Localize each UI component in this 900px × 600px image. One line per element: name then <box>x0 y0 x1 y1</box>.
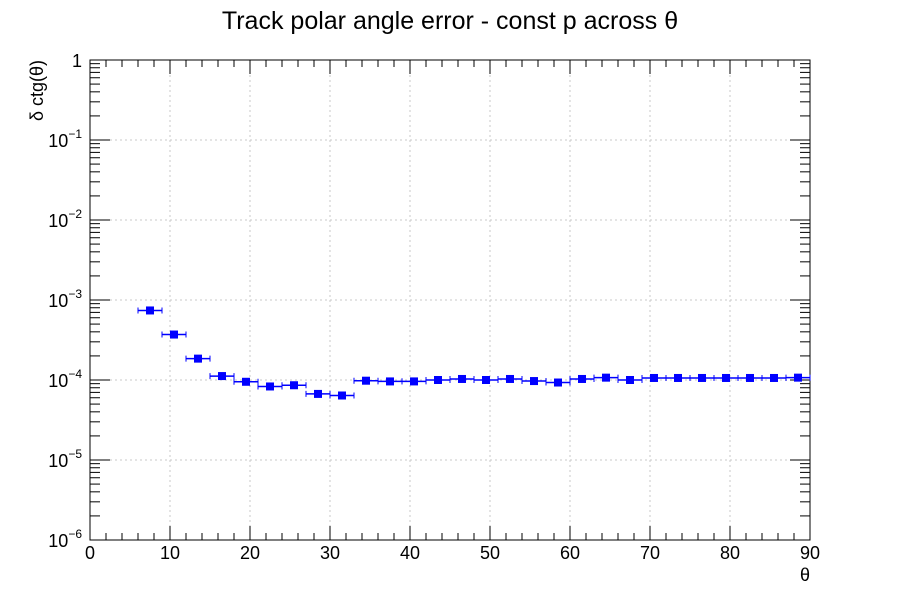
data-point <box>362 376 370 385</box>
data-point <box>242 377 250 386</box>
data-point <box>482 376 490 384</box>
x-axis-label: θ <box>800 565 810 585</box>
data-point <box>386 377 394 386</box>
data-point <box>458 374 466 383</box>
x-tick-label: 40 <box>400 543 420 563</box>
data-point <box>602 373 610 382</box>
data-point <box>698 373 706 382</box>
y-tick-label: 10−4 <box>48 367 82 391</box>
data-point <box>146 306 154 315</box>
data-point <box>194 354 202 363</box>
data-point <box>314 389 322 398</box>
data-point <box>266 382 274 391</box>
data-point <box>434 376 442 384</box>
x-tick-label: 80 <box>720 543 740 563</box>
data-point <box>674 373 682 382</box>
x-tick-label: 10 <box>160 543 180 563</box>
y-tick-label: 10−6 <box>48 527 82 551</box>
data-point <box>290 381 298 390</box>
y-tick-label: 10−2 <box>48 207 82 231</box>
y-tick-label: 10−3 <box>48 287 82 311</box>
data-point <box>530 377 538 386</box>
data-point <box>626 376 634 384</box>
data-point <box>170 330 178 339</box>
x-tick-label: 0 <box>85 543 95 563</box>
grid <box>90 60 810 540</box>
x-tick-label: 90 <box>800 543 820 563</box>
y-tick-label: 10−5 <box>48 447 82 471</box>
data-point <box>794 373 802 382</box>
chart-title: Track polar angle error - const p across… <box>222 7 678 35</box>
y-tick-label: 10−1 <box>48 127 82 151</box>
y-axis-label: δ ctg(θ) <box>27 60 47 121</box>
y-tick-label: 1 <box>72 51 82 71</box>
x-tick-label: 60 <box>560 543 580 563</box>
data-point <box>746 373 754 382</box>
data-point <box>578 374 586 383</box>
data-point <box>770 373 778 382</box>
data-series <box>137 306 811 400</box>
data-point <box>410 377 418 386</box>
x-tick-label: 20 <box>240 543 260 563</box>
x-tick-label: 70 <box>640 543 660 563</box>
data-point <box>722 373 730 382</box>
x-tick-label: 30 <box>320 543 340 563</box>
data-point <box>554 378 562 387</box>
data-point <box>506 374 514 383</box>
axes: 0 10 20 30 40 50 60 70 80 90 1 10−1 10−2 10−3 10−4 10−5… <box>48 51 820 563</box>
data-point <box>650 373 658 382</box>
data-point <box>218 372 226 381</box>
x-tick-label: 50 <box>480 543 500 563</box>
data-point <box>338 391 346 400</box>
